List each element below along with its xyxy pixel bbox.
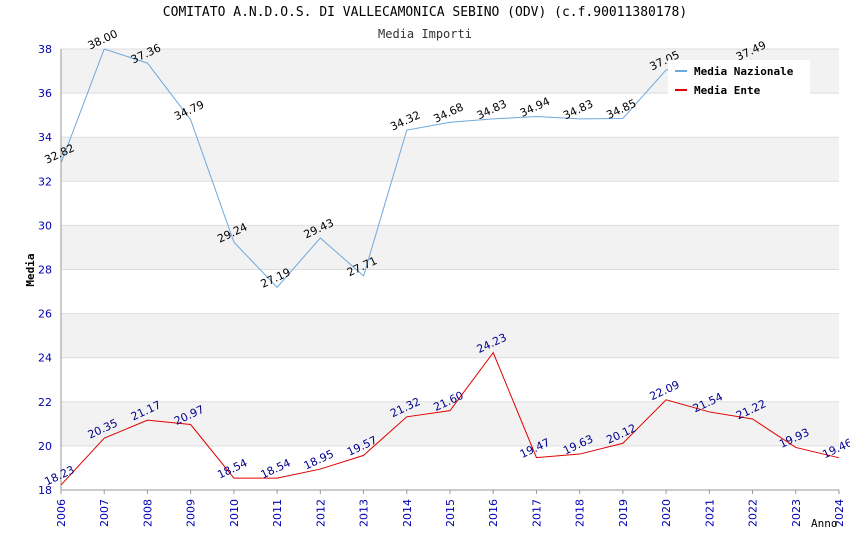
y-axis-ticks: 18 20 22 24 26 28 30 32 34 36 38 (38, 43, 52, 497)
grid-band (61, 225, 839, 270)
x-tick-label: 2022 (747, 499, 760, 527)
y-tick-label: 38 (38, 43, 52, 56)
x-tick-label: 2020 (660, 499, 673, 527)
legend-box (668, 60, 810, 98)
x-axis-label: Anno (811, 517, 838, 530)
x-tick-label: 2006 (55, 499, 68, 527)
x-tick-label: 2015 (444, 499, 457, 527)
x-tick-label: 2017 (530, 499, 543, 527)
x-tick-label: 2011 (271, 499, 284, 527)
series-line-media-nazionale (60, 48, 753, 289)
x-tick-label: 2013 (358, 499, 371, 527)
x-tick-label: 2012 (314, 499, 327, 527)
x-tick-label: 2018 (574, 499, 587, 527)
x-tick-label: 2019 (617, 499, 630, 527)
y-tick-label: 22 (38, 396, 52, 409)
grid-band (61, 357, 839, 402)
y-tick-label: 26 (38, 308, 52, 321)
grid-band (61, 93, 839, 138)
series-lines (60, 48, 840, 486)
y-tick-label: 20 (38, 440, 52, 453)
x-tick-label: 2016 (487, 499, 500, 527)
grid-band (61, 401, 839, 446)
grid-band (61, 313, 839, 358)
x-tick-label: 2024 (833, 499, 846, 527)
legend-label: Media Nazionale (694, 65, 794, 78)
x-tick-label: 2014 (401, 499, 414, 527)
grid-band (61, 181, 839, 226)
x-tick-label: 2010 (228, 499, 241, 527)
x-axis-ticks: 2006 2007 2008 2009 2010 2011 2012 2013 2014 2015… (55, 490, 846, 527)
x-tick-label: 2021 (703, 499, 716, 527)
grid-band (61, 269, 839, 314)
y-tick-label: 36 (38, 87, 52, 100)
y-tick-label: 28 (38, 264, 52, 277)
x-tick-label: 2007 (98, 499, 111, 527)
legend: Media Nazionale Media Ente (668, 60, 810, 98)
plot-background (61, 49, 839, 490)
y-tick-label: 30 (38, 219, 52, 232)
x-tick-label: 2023 (790, 499, 803, 527)
x-tick-label: 2009 (185, 499, 198, 527)
y-tick-label: 32 (38, 175, 52, 188)
legend-label: Media Ente (694, 84, 761, 97)
y-axis-label: Media (24, 253, 37, 286)
series-line-media-ente (60, 351, 840, 486)
chart-subtitle: Media Importi (378, 27, 472, 41)
y-tick-label: 34 (38, 131, 52, 144)
y-tick-label: 24 (38, 352, 52, 365)
grid-band (61, 445, 839, 490)
x-tick-label: 2008 (141, 499, 154, 527)
chart-title: COMITATO A.N.D.O.S. DI VALLECAMONICA SEB… (162, 5, 688, 20)
y-tick-label: 18 (38, 484, 52, 497)
grid-band (61, 137, 839, 182)
